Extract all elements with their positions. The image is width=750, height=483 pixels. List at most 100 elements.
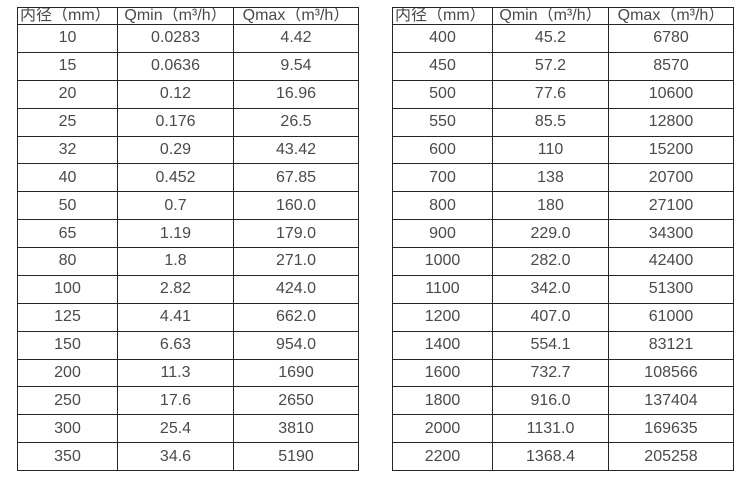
table-cell: 11.3 [117, 358, 234, 388]
table-cell: 40 [17, 163, 118, 193]
table-cell: 160.0 [233, 191, 359, 221]
column-header: Qmax（m³/h） [233, 7, 359, 25]
table-cell: 205258 [608, 442, 734, 471]
table-row: 1800 916.0 137404 [392, 386, 734, 416]
table-row: 600 110 15200 [392, 135, 734, 165]
table-row: 25 0.176 26.5 [17, 107, 359, 137]
table-cell: 26.5 [233, 107, 359, 137]
table-cell: 80 [17, 247, 118, 276]
table-row: 1000 282.0 42400 [392, 247, 734, 276]
table-row: 200 11.3 1690 [17, 358, 359, 388]
table-cell: 2.82 [117, 274, 234, 304]
table-cell: 150 [17, 330, 118, 360]
table-row: 10 0.0283 4.42 [17, 24, 359, 53]
table-cell: 2650 [233, 386, 359, 416]
table-cell: 100 [17, 274, 118, 304]
table-row: 400 45.2 6780 [392, 24, 734, 53]
table-row: 32 0.29 43.42 [17, 135, 359, 165]
table-row: 40 0.452 67.85 [17, 163, 359, 193]
table-cell: 77.6 [492, 79, 609, 109]
table-cell: 50 [17, 191, 118, 221]
table-cell: 1.19 [117, 219, 234, 248]
table-cell: 450 [392, 51, 493, 81]
table-cell: 1131.0 [492, 414, 609, 444]
flow-range-table-large-diameters: 内径（mm） Qmin（m³/h） Qmax（m³/h） 400 45.2 6780 45… [392, 7, 734, 471]
table-row: 150 6.63 954.0 [17, 330, 359, 360]
table-cell: 27100 [608, 191, 734, 221]
table-cell: 34300 [608, 219, 734, 248]
table-cell: 45.2 [492, 24, 609, 53]
header-row: 内径（mm） Qmin（m³/h） Qmax（m³/h） [392, 7, 734, 25]
table-cell: 61000 [608, 302, 734, 332]
table-row: 550 85.5 12800 [392, 107, 734, 137]
table-cell: 1000 [392, 247, 493, 276]
table-cell: 85.5 [492, 107, 609, 137]
column-header: Qmax（m³/h） [608, 7, 734, 25]
table-cell: 179.0 [233, 219, 359, 248]
table-cell: 25 [17, 107, 118, 137]
table-row: 2000 1131.0 169635 [392, 414, 734, 444]
table-row: 700 138 20700 [392, 163, 734, 193]
table-cell: 350 [17, 442, 118, 471]
table-cell: 1600 [392, 358, 493, 388]
table-cell: 20 [17, 79, 118, 109]
table-cell: 0.12 [117, 79, 234, 109]
table-cell: 282.0 [492, 247, 609, 276]
table-cell: 1.8 [117, 247, 234, 276]
header-row: 内径（mm） Qmin（m³/h） Qmax（m³/h） [17, 7, 359, 25]
table-cell: 0.176 [117, 107, 234, 137]
table-row: 20 0.12 16.96 [17, 79, 359, 109]
table-cell: 800 [392, 191, 493, 221]
table-cell: 8570 [608, 51, 734, 81]
table-cell: 662.0 [233, 302, 359, 332]
table-cell: 0.0636 [117, 51, 234, 81]
table-cell: 110 [492, 135, 609, 165]
table-cell: 67.85 [233, 163, 359, 193]
table-cell: 1400 [392, 330, 493, 360]
table-row: 1600 732.7 108566 [392, 358, 734, 388]
table-row: 1400 554.1 83121 [392, 330, 734, 360]
table-cell: 0.0283 [117, 24, 234, 53]
table-row: 500 77.6 10600 [392, 79, 734, 109]
table-cell: 1200 [392, 302, 493, 332]
table-row: 80 1.8 271.0 [17, 247, 359, 276]
table-cell: 169635 [608, 414, 734, 444]
table-cell: 250 [17, 386, 118, 416]
table-row: 2200 1368.4 205258 [392, 442, 734, 471]
table-cell: 125 [17, 302, 118, 332]
table-cell: 15 [17, 51, 118, 81]
table-row: 50 0.7 160.0 [17, 191, 359, 221]
table-cell: 1800 [392, 386, 493, 416]
column-header: 内径（mm） [392, 7, 493, 25]
table-row: 900 229.0 34300 [392, 219, 734, 248]
flow-range-table-small-diameters: 内径（mm） Qmin（m³/h） Qmax（m³/h） 10 0.0283 4.42 1… [17, 7, 359, 471]
table-row: 100 2.82 424.0 [17, 274, 359, 304]
table-row: 250 17.6 2650 [17, 386, 359, 416]
table-cell: 137404 [608, 386, 734, 416]
table-cell: 9.54 [233, 51, 359, 81]
table-cell: 954.0 [233, 330, 359, 360]
table-row: 350 34.6 5190 [17, 442, 359, 471]
table-row: 15 0.0636 9.54 [17, 51, 359, 81]
table-cell: 1100 [392, 274, 493, 304]
table-row: 125 4.41 662.0 [17, 302, 359, 332]
column-header: 内径（mm） [17, 7, 118, 25]
table-cell: 32 [17, 135, 118, 165]
table-cell: 43.42 [233, 135, 359, 165]
table-cell: 229.0 [492, 219, 609, 248]
table-cell: 10 [17, 24, 118, 53]
table-cell: 51300 [608, 274, 734, 304]
table-cell: 732.7 [492, 358, 609, 388]
table-cell: 15200 [608, 135, 734, 165]
column-header: Qmin（m³/h） [117, 7, 234, 25]
table-cell: 12800 [608, 107, 734, 137]
table-cell: 271.0 [233, 247, 359, 276]
table-cell: 42400 [608, 247, 734, 276]
table-cell: 400 [392, 24, 493, 53]
table-cell: 554.1 [492, 330, 609, 360]
column-header: Qmin（m³/h） [492, 7, 609, 25]
table-cell: 4.41 [117, 302, 234, 332]
table-cell: 138 [492, 163, 609, 193]
table-row: 450 57.2 8570 [392, 51, 734, 81]
